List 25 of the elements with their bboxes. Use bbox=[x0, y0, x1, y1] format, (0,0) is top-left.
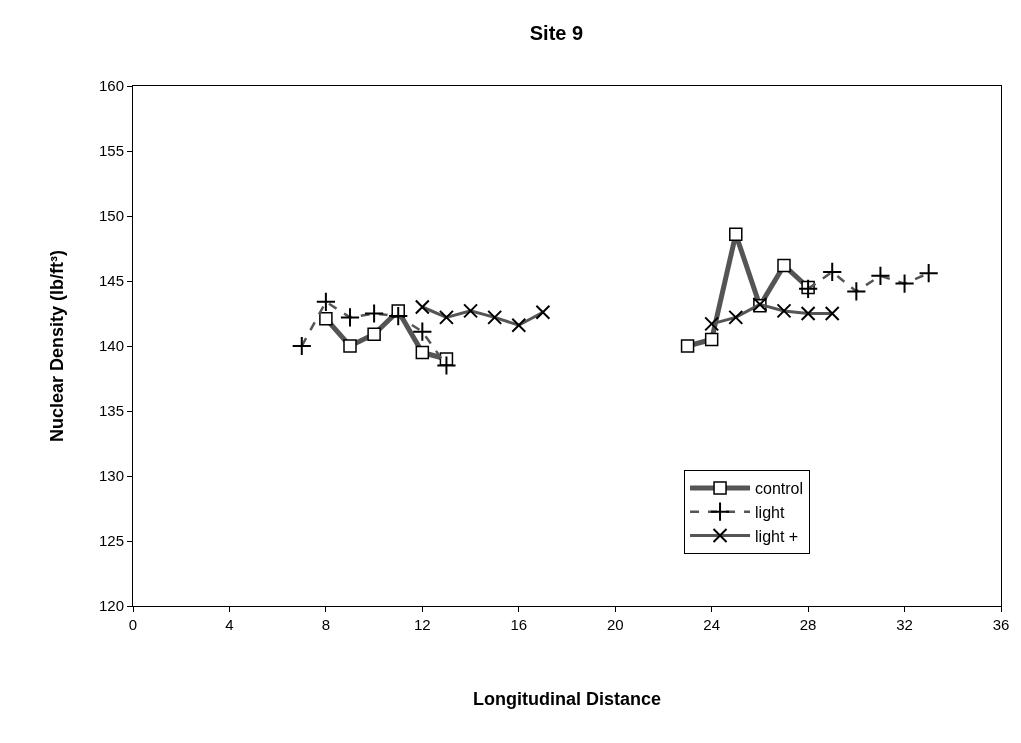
legend-label: light + bbox=[755, 527, 799, 545]
x-tick-label: 8 bbox=[321, 616, 331, 633]
x-tick-label: 32 bbox=[896, 616, 913, 633]
x-axis-title: Longitudinal Distance bbox=[472, 689, 662, 710]
y-tick-label: 145 bbox=[98, 272, 124, 290]
x-tick-label: 28 bbox=[799, 616, 817, 633]
y-axis-title: Nuclear Density (lb/ft³) bbox=[47, 249, 68, 443]
x-tick-label: 20 bbox=[606, 616, 624, 633]
y-tick-label: 160 bbox=[98, 77, 124, 95]
x-tick-label: 16 bbox=[510, 616, 528, 633]
y-tick-label: 155 bbox=[98, 142, 124, 160]
y-tick-label: 135 bbox=[98, 402, 124, 420]
x-tick-label: 12 bbox=[413, 616, 431, 633]
y-tick-label: 120 bbox=[98, 597, 124, 615]
y-tick-label: 125 bbox=[98, 532, 124, 550]
legend-label: light bbox=[755, 503, 785, 521]
x-tick-label: 24 bbox=[703, 616, 721, 633]
x-tick-label: 4 bbox=[225, 616, 234, 633]
y-tick-label: 130 bbox=[98, 467, 124, 485]
x-tick-label: 0 bbox=[128, 616, 138, 633]
x-tick-label: 36 bbox=[992, 616, 1010, 633]
y-tick-label: 140 bbox=[98, 337, 124, 355]
chart-title: Site 9 bbox=[529, 22, 584, 45]
y-tick-label: 150 bbox=[98, 207, 124, 225]
legend-label: control bbox=[755, 480, 804, 498]
